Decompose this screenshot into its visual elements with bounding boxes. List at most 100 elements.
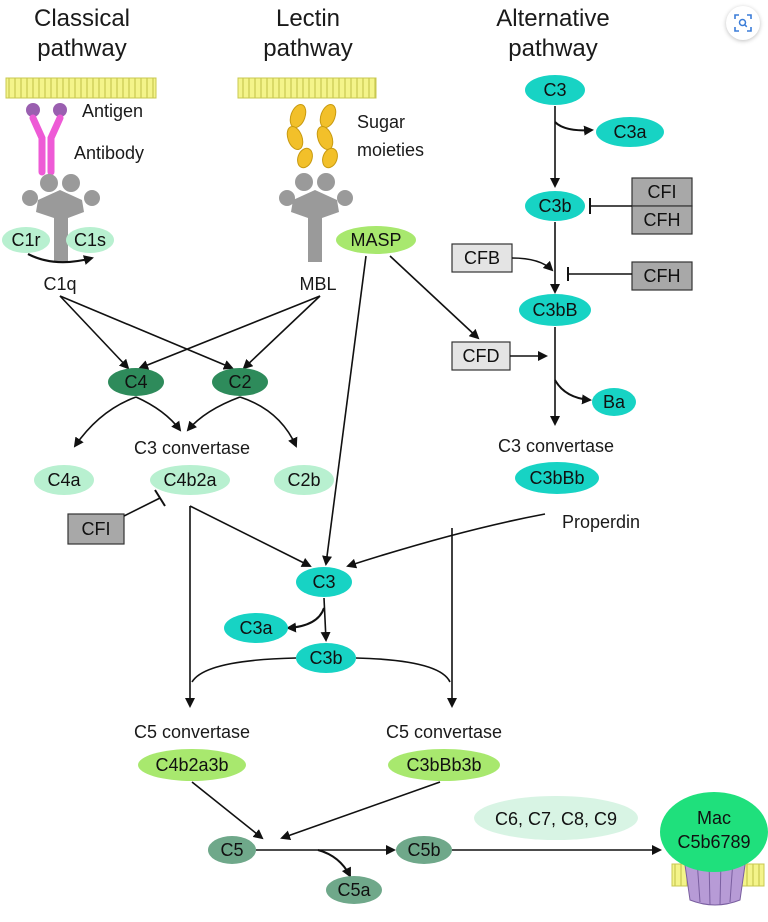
header-alternative-line2: pathway (508, 35, 597, 62)
c5-node (208, 836, 256, 864)
c3bbb-node (515, 462, 599, 494)
c4b2a3b-to-c5-arrow (191, 781, 264, 840)
sugar-label-line2: moieties (357, 140, 424, 160)
sugar-moieties-icon (286, 103, 338, 169)
c3b-main-node (296, 643, 356, 673)
cfb-box (451, 243, 513, 273)
c5a-node (326, 876, 382, 904)
mac-label-line2: C5b6789 (677, 832, 750, 852)
c1q-complex-icon (22, 174, 100, 262)
c4a-label: C4a (47, 470, 81, 490)
masp-node (336, 226, 416, 254)
c2b-node (274, 465, 334, 495)
cfd-label: CFD (463, 346, 500, 366)
header-lectin-line2: pathway (263, 35, 352, 62)
cfi-left-label: CFI (82, 519, 111, 539)
c3bbb3b-to-c5-arrow (280, 781, 441, 841)
mbl-label: MBL (299, 274, 336, 294)
c3-alt-label: C3 (543, 80, 566, 100)
cfi-top-box (631, 177, 693, 207)
c3-main-label: C3 (312, 572, 335, 592)
c6789-node (474, 796, 638, 840)
c4-label: C4 (124, 372, 147, 392)
c3-to-c3a-arrow (554, 121, 594, 136)
c4b2a3b-node (138, 749, 246, 781)
cfb-label: CFB (464, 248, 500, 268)
header-classical-line2: pathway (37, 35, 126, 62)
ba-label: Ba (603, 392, 626, 412)
c3-main-node (296, 567, 352, 597)
split-arrows (73, 396, 298, 448)
cfi-left-inhibit-line (123, 497, 161, 517)
cfi-left-inhibit-bar (154, 489, 166, 507)
antigen-icon (53, 103, 67, 117)
antibody-label: Antibody (74, 143, 144, 163)
properdin-label: Properdin (562, 512, 640, 532)
c4a-node (34, 465, 94, 495)
cfd-box (451, 341, 511, 371)
c6789-label: C6, C7, C8, C9 (495, 809, 617, 829)
c5-convertase-left-label: C5 convertase (134, 722, 250, 742)
c3-convertase-left-label: C3 convertase (134, 438, 250, 458)
c3a-alt-node (596, 117, 664, 147)
mac-node (660, 792, 768, 872)
cfh-mid-label: CFH (644, 266, 681, 286)
c3bb-to-ba-arrow (554, 379, 592, 405)
c2-label: C2 (228, 372, 251, 392)
ba-node (592, 388, 636, 416)
c3b-to-right-curve (355, 657, 451, 683)
membrane-classical (5, 77, 157, 99)
c4b2a3b-label: C4b2a3b (155, 755, 228, 775)
c3bb-label: C3bB (532, 300, 577, 320)
c5-convertase-right-label: C5 convertase (386, 722, 502, 742)
c3b-to-left-curve (191, 657, 297, 683)
antibody-icon (29, 114, 64, 176)
zoom-button[interactable] (726, 6, 760, 40)
c1r-label: C1r (11, 230, 40, 250)
c3a-main-label: C3a (239, 618, 273, 638)
header-classical-line1: Classical (34, 5, 130, 32)
c3bbb3b-label: C3bBb3b (406, 755, 481, 775)
c3bb-node (519, 294, 591, 326)
c3b-main-label: C3b (309, 648, 342, 668)
c3-alt-node (525, 75, 585, 105)
c5b-label: C5b (407, 840, 440, 860)
c1s-node (66, 227, 114, 253)
c1r-to-c1s-arrow (27, 253, 94, 265)
cfh-top-label: CFH (644, 210, 681, 230)
c3-convertase-right-label: C3 convertase (498, 436, 614, 456)
cfb-arrow (511, 257, 554, 272)
c4b2a-node (150, 465, 230, 495)
antigen-icon (26, 103, 40, 117)
sugar-label-line1: Sugar (357, 112, 405, 132)
cfh-top-box (631, 205, 693, 235)
mac-label-line1: Mac (697, 808, 731, 828)
header-alternative-line1: Alternative (496, 5, 609, 32)
membrane-lectin (237, 77, 377, 99)
c5-label: C5 (220, 840, 243, 860)
c2-node (212, 368, 268, 396)
c5b-node (396, 836, 452, 864)
c3a-main-node (224, 613, 288, 643)
c3bbb3b-node (388, 749, 500, 781)
c3a-alt-label: C3a (613, 122, 647, 142)
cfh-mid-box (631, 261, 693, 291)
c4b2a-label: C4b2a (163, 470, 217, 490)
antigen-label: Antigen (82, 101, 143, 121)
c4-node (108, 368, 164, 396)
c3-to-c3a-main-arrow (286, 607, 325, 633)
zoom-icon (734, 14, 752, 32)
c1s-label: C1s (74, 230, 106, 250)
c1q-label: C1q (43, 274, 76, 294)
c3bbb-label: C3bBb (529, 468, 584, 488)
activation-arrows (59, 295, 321, 370)
masp-label: MASP (350, 230, 401, 250)
c5a-label: C5a (337, 880, 371, 900)
mbl-complex-icon (279, 173, 353, 262)
to-c3-arrows (185, 255, 546, 708)
header-lectin-line1: Lectin (276, 5, 340, 32)
cfi-top-label: CFI (648, 182, 677, 202)
c1r-node (2, 227, 50, 253)
c3b-alt-label: C3b (538, 196, 571, 216)
